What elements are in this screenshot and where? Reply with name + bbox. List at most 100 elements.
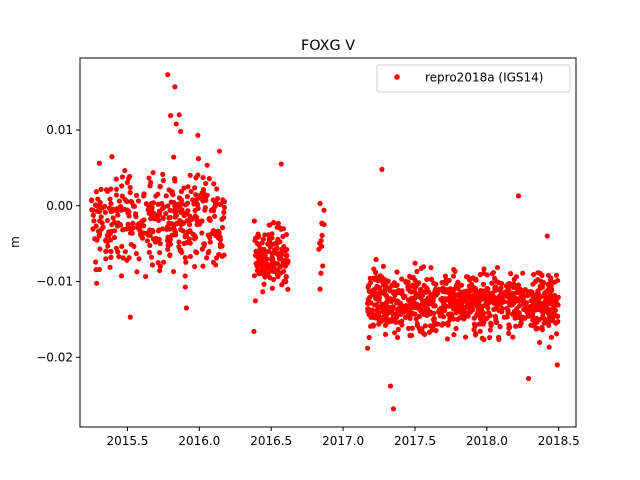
data-point (380, 263, 387, 269)
data-point (551, 279, 558, 285)
data-point (385, 309, 392, 315)
data-point (368, 310, 374, 316)
data-point (424, 276, 430, 283)
data-point (530, 281, 536, 287)
data-point (535, 270, 541, 276)
data-point (532, 321, 538, 327)
data-point (259, 246, 265, 252)
data-point (274, 240, 280, 246)
data-point (463, 314, 469, 320)
data-point (90, 207, 96, 213)
data-point (99, 220, 105, 226)
data-point (119, 183, 125, 189)
data-point (530, 272, 537, 278)
data-point (92, 236, 98, 242)
data-point (182, 255, 188, 261)
data-point (484, 272, 490, 278)
data-point (111, 234, 118, 241)
data-point (549, 318, 556, 324)
data-point (125, 221, 131, 227)
data-point (91, 218, 97, 224)
data-point (275, 269, 281, 275)
data-point (193, 249, 199, 255)
data-point (552, 302, 558, 309)
data-point (157, 267, 163, 274)
data-point (320, 263, 326, 269)
data-point (142, 273, 149, 280)
data-point (115, 212, 121, 218)
data-point (544, 296, 550, 302)
data-point (397, 290, 404, 296)
data-point (507, 280, 513, 287)
data-point (271, 276, 277, 283)
data-point (488, 322, 494, 329)
data-point (523, 305, 529, 311)
data-point (371, 266, 377, 272)
data-point (219, 225, 226, 231)
data-point (274, 260, 281, 267)
data-point (96, 160, 102, 166)
data-point (119, 193, 125, 199)
data-point (145, 232, 151, 238)
data-point (535, 288, 541, 294)
data-point (387, 285, 393, 291)
data-point (126, 255, 132, 261)
data-point (540, 313, 546, 319)
legend-marker (394, 74, 400, 80)
data-point (374, 308, 380, 314)
data-point (396, 306, 402, 312)
data-point (371, 292, 377, 298)
data-point (402, 314, 409, 320)
data-point (144, 238, 150, 244)
data-point (113, 186, 120, 192)
legend-box (376, 64, 571, 93)
data-point (432, 303, 438, 309)
data-point (455, 316, 461, 322)
data-point (116, 198, 122, 204)
data-point (552, 307, 559, 313)
data-point (107, 196, 113, 202)
data-point (251, 328, 257, 335)
data-point (170, 268, 177, 275)
data-point (492, 287, 498, 294)
data-point (214, 195, 221, 202)
data-point (155, 260, 161, 266)
data-point (172, 209, 178, 215)
data-point (149, 262, 156, 268)
data-point (212, 213, 218, 219)
data-point (407, 315, 413, 321)
data-point (183, 259, 189, 265)
y-tick-label: 0.00 (46, 199, 73, 213)
y-tick-label: −0.01 (36, 275, 73, 289)
data-point (462, 306, 468, 312)
data-point (95, 196, 101, 202)
data-point (392, 330, 398, 336)
data-point (421, 298, 427, 304)
data-point (469, 295, 475, 301)
data-point (364, 345, 371, 351)
data-point (103, 187, 110, 193)
data-point (163, 193, 169, 199)
data-point (167, 207, 173, 213)
data-point (269, 285, 275, 291)
data-point (159, 226, 166, 232)
data-point (219, 253, 225, 259)
data-point (317, 240, 323, 247)
data-point (265, 272, 271, 279)
data-point (285, 286, 291, 292)
data-point (382, 331, 389, 338)
data-point (418, 265, 424, 271)
data-point (319, 220, 325, 226)
data-point (398, 311, 404, 318)
data-point (543, 303, 549, 309)
data-point (418, 308, 425, 314)
data-point (178, 247, 184, 253)
data-point (528, 289, 534, 295)
data-point (384, 319, 390, 326)
data-point (148, 200, 154, 207)
data-point (281, 268, 287, 274)
data-point (118, 273, 125, 279)
data-point (453, 325, 459, 332)
data-point (387, 383, 394, 389)
data-point (422, 323, 429, 329)
